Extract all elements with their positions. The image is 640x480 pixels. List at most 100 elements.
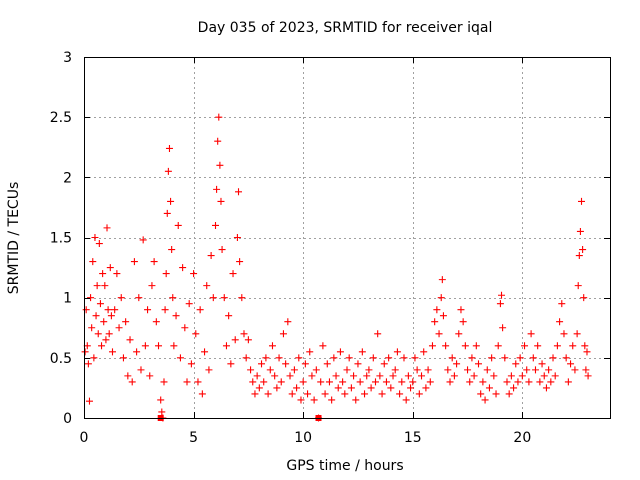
data-point [477, 390, 485, 398]
data-point [213, 185, 221, 193]
data-point [538, 360, 546, 368]
data-point [227, 360, 235, 368]
y-tick-label: 0 [63, 411, 72, 427]
data-point [236, 258, 244, 266]
data-point [341, 390, 349, 398]
data-point [523, 366, 531, 374]
data-point [117, 294, 125, 302]
data-point [475, 360, 482, 368]
data-point [492, 390, 500, 398]
data-point [534, 342, 542, 350]
data-point [198, 390, 206, 398]
y-tick-label: 2 [63, 170, 72, 186]
data-point [576, 227, 584, 235]
data-point [391, 366, 399, 374]
data-point [424, 366, 432, 374]
data-point [439, 312, 447, 320]
data-point [490, 372, 498, 380]
plot-frame [84, 57, 611, 419]
data-point [290, 366, 298, 374]
data-point [549, 354, 557, 362]
data-point [426, 378, 434, 386]
data-point [450, 372, 458, 380]
data-point [190, 270, 198, 278]
data-point [146, 372, 154, 380]
data-point [119, 354, 127, 362]
data-point [457, 306, 465, 314]
data-point [431, 318, 439, 326]
data-point [161, 306, 169, 314]
data-point [529, 354, 537, 362]
data-point [505, 390, 513, 398]
data-point [95, 240, 103, 248]
data-point [374, 330, 382, 338]
data-point [571, 366, 579, 374]
data-point [444, 366, 452, 374]
data-point [135, 294, 143, 302]
data-point [400, 354, 408, 362]
data-point [354, 360, 362, 368]
data-point [380, 360, 388, 368]
data-point [453, 360, 461, 368]
data-point [411, 354, 419, 362]
data-point [91, 234, 99, 241]
data-point [472, 342, 480, 350]
data-point [286, 372, 294, 380]
y-tick-label: 0.5 [50, 351, 72, 367]
data-point [325, 378, 333, 386]
data-point [488, 354, 496, 362]
data-point [297, 396, 305, 404]
data-point [582, 366, 590, 374]
data-point [164, 167, 172, 175]
data-point [461, 342, 469, 350]
data-point [102, 336, 110, 344]
data-point [209, 294, 217, 302]
data-point [157, 396, 165, 404]
data-point [258, 360, 266, 368]
data-point [494, 342, 502, 350]
data-point [235, 188, 243, 196]
data-point [98, 342, 106, 350]
data-point [531, 366, 539, 374]
data-point [485, 384, 493, 392]
data-point [312, 366, 320, 374]
data-point [251, 390, 259, 398]
data-point [371, 378, 379, 386]
data-point [115, 324, 123, 332]
data-point [81, 348, 89, 356]
data-point [90, 354, 98, 362]
data-point [579, 246, 587, 254]
data-point [231, 336, 239, 344]
data-point [560, 330, 568, 338]
data-point [155, 342, 163, 350]
data-point [356, 378, 364, 386]
data-point [253, 372, 261, 380]
data-point [192, 330, 200, 338]
data-point [284, 318, 292, 326]
data-point [514, 378, 522, 386]
data-point [398, 378, 406, 386]
data-point [498, 291, 506, 299]
data-point [282, 360, 290, 368]
data-point [516, 354, 524, 362]
data-point [168, 246, 176, 254]
y-tick-label: 3 [63, 50, 72, 66]
data-point [214, 137, 222, 145]
data-point [446, 378, 454, 386]
data-point [162, 270, 170, 278]
data-point [288, 390, 296, 398]
data-point [347, 384, 355, 392]
data-point [150, 258, 158, 266]
data-point [413, 366, 421, 374]
data-point [459, 318, 467, 326]
x-tick-label: 15 [404, 430, 422, 446]
data-point [220, 294, 228, 302]
data-point [415, 390, 423, 398]
x-axis-label: GPS time / hours [286, 458, 403, 474]
data-point [108, 348, 116, 356]
data-point [85, 397, 93, 405]
data-point [455, 330, 463, 338]
data-point [402, 396, 410, 404]
data-point [304, 390, 312, 398]
data-point [343, 366, 351, 374]
